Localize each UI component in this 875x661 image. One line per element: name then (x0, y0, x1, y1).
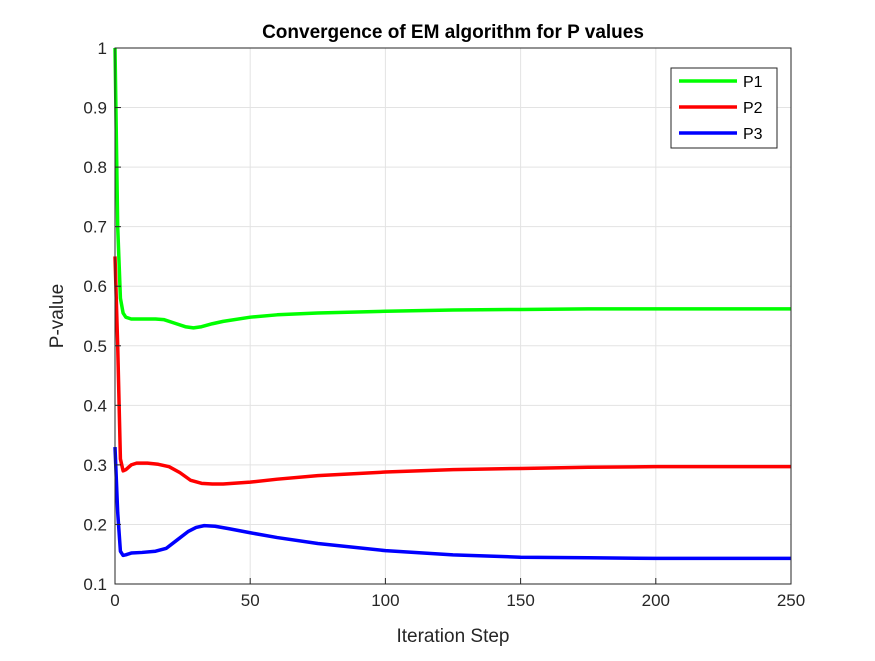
legend-label: P1 (743, 74, 763, 91)
legend-label: P3 (743, 126, 763, 143)
y-axis-label: P-value (47, 284, 68, 348)
y-tick-label: 0.9 (83, 99, 107, 118)
y-tick-label: 0.5 (83, 337, 107, 356)
x-tick-label: 200 (642, 591, 670, 610)
x-tick-label: 0 (110, 591, 119, 610)
y-tick-label: 0.8 (83, 158, 107, 177)
legend: P1 P2 P3 (670, 67, 778, 149)
x-axis-label: Iteration Step (396, 626, 509, 647)
y-tick-label: 1 (98, 39, 107, 58)
series-lines (113, 47, 791, 561)
x-tick-label: 150 (506, 591, 534, 610)
y-tick-label: 0.4 (83, 396, 107, 415)
x-tick-label: 250 (777, 591, 805, 610)
axes-box (114, 47, 792, 585)
chart-title: Convergence of EM algorithm for P values (262, 22, 644, 43)
y-tick-label: 0.1 (83, 575, 107, 594)
axis-ticks: 0 50 100 150 200 250 0.1 0.2 0.3 0.4 0.5 0.6 0.7 0.8 0… (83, 39, 805, 610)
series-line-p1 (113, 47, 791, 330)
x-tick-label: 100 (371, 591, 399, 610)
legend-label: P2 (743, 100, 763, 117)
series-line-p2 (113, 256, 791, 486)
y-tick-label: 0.6 (83, 277, 107, 296)
y-tick-label: 0.3 (83, 456, 107, 475)
y-tick-label: 0.7 (83, 218, 107, 237)
y-tick-label: 0.2 (83, 515, 107, 534)
series-line-p3 (113, 446, 791, 561)
x-tick-label: 50 (241, 591, 260, 610)
